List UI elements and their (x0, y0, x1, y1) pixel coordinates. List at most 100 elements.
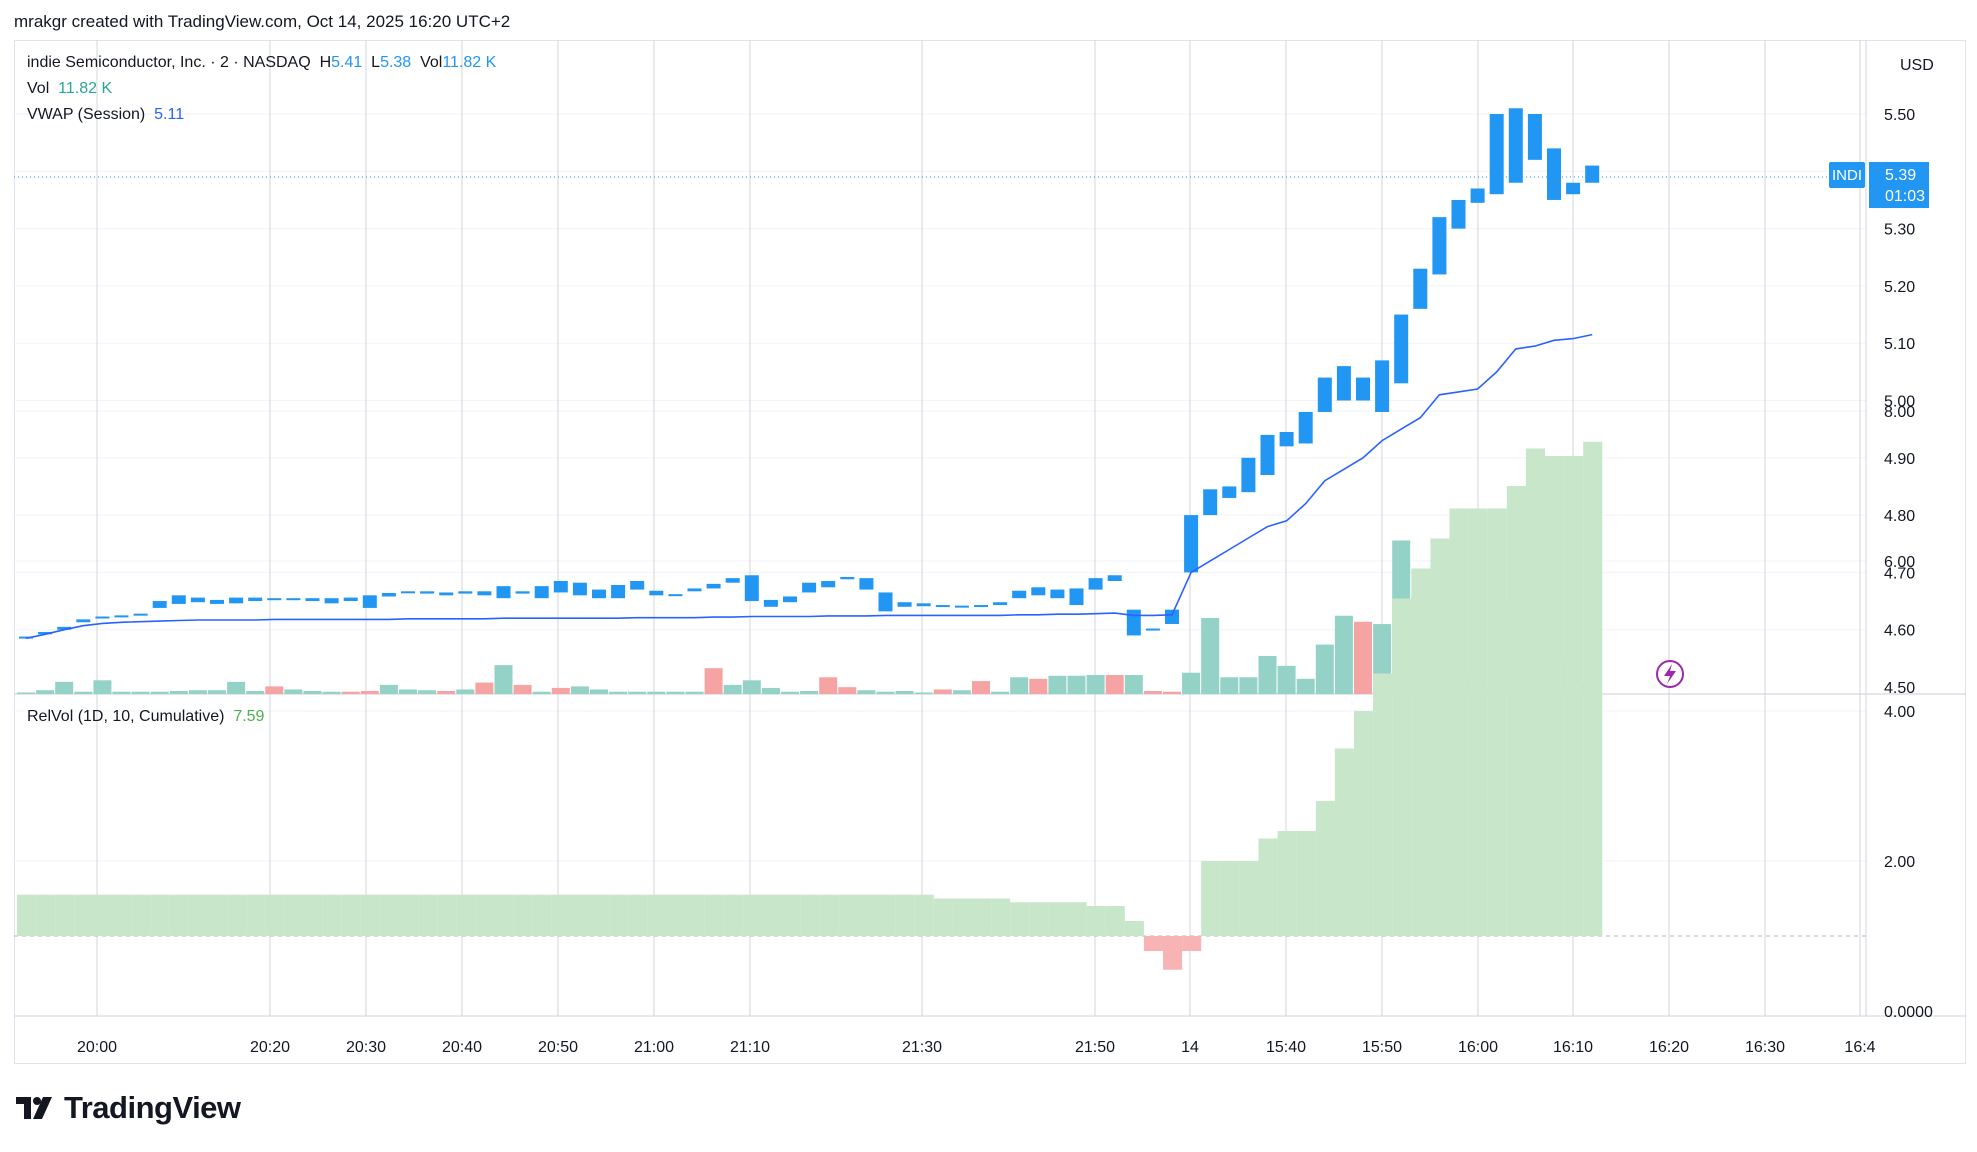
last-price-text: 5.39 (1885, 167, 1916, 184)
relvol-bar (991, 898, 1011, 936)
candle (1413, 268, 1428, 309)
candle (267, 598, 282, 601)
volume-bar (456, 689, 475, 694)
relvol-bar (1277, 831, 1297, 936)
candle (802, 582, 817, 593)
candle (592, 589, 606, 599)
volume-bar (1239, 677, 1258, 694)
relvol-tick-label: 6.00 (1884, 554, 1915, 571)
volume-bar (169, 690, 188, 694)
candle (916, 603, 931, 607)
candle (1547, 148, 1561, 200)
relvol-bar (819, 894, 839, 936)
relvol-bar (1105, 906, 1125, 936)
volume-bar (513, 684, 532, 694)
relvol-bar (647, 894, 667, 936)
time-tick-label: 16:20 (1649, 1039, 1689, 1056)
candle (1241, 457, 1256, 493)
candle (572, 582, 587, 596)
volume-bar (914, 692, 933, 694)
relvol-value: 7.59 (233, 708, 265, 725)
relvol-bar (1239, 861, 1259, 936)
candle (840, 576, 855, 580)
relvol-bar (551, 894, 571, 936)
candle (114, 615, 129, 618)
relvol-bar (1334, 748, 1354, 936)
chart-grid (14, 40, 1966, 1017)
candle (286, 598, 301, 601)
vwap-legend[interactable]: VWAP (Session) 5.11 (27, 106, 184, 124)
relvol-bar (112, 894, 132, 936)
relvol-bar (570, 894, 590, 936)
relvol-bar (1143, 936, 1163, 951)
candle (1145, 628, 1160, 631)
symbol-legend[interactable]: indie Semiconductor, Inc. · 2 · NASDAQ H… (27, 54, 496, 72)
vol-row-value: 11.82 K (58, 80, 113, 97)
time-tick-label: 15:50 (1362, 1039, 1402, 1056)
candle (974, 605, 988, 608)
volume-bar (360, 690, 379, 694)
relvol-legend[interactable]: RelVol (1D, 10, Cumulative) 7.59 (27, 708, 264, 726)
volume-bar (1354, 621, 1372, 694)
price-tick-label: 5.50 (1884, 107, 1915, 124)
relvol-bar (303, 894, 323, 936)
candle (1508, 108, 1523, 183)
candle (1126, 609, 1141, 636)
relvol-bar (1067, 902, 1087, 936)
relvol-bar (1315, 801, 1335, 936)
volume-bar (1105, 675, 1124, 694)
candle (1203, 489, 1218, 516)
volume-bar (112, 691, 131, 694)
relvol-bar (265, 894, 285, 936)
candle (57, 626, 72, 630)
relvol-bar (685, 894, 705, 936)
candle (1470, 188, 1485, 203)
price-tick-label: 4.50 (1884, 680, 1915, 697)
relvol-bar (399, 894, 419, 936)
candle (687, 588, 702, 592)
volume-bar (895, 690, 914, 694)
relvol-bar (1086, 906, 1106, 936)
candle (1394, 314, 1409, 384)
volume-bar (857, 690, 876, 694)
volume-bar (838, 687, 857, 694)
candle (630, 580, 645, 590)
candle (649, 590, 664, 596)
candle (477, 591, 492, 596)
candle (821, 580, 836, 588)
candle (1585, 165, 1600, 183)
candle (324, 598, 339, 604)
relvol-bar (761, 894, 781, 936)
chart-credit: mrakgr created with TradingView.com, Oct… (14, 12, 511, 31)
relvol-bar (74, 894, 94, 936)
relvol-bar (322, 894, 342, 936)
relvol-bar (1411, 568, 1431, 936)
time-tick-label: 14 (1181, 1039, 1199, 1056)
price-labels: INDI 5.39 01:03 (1656, 162, 1929, 688)
relvol-bars (17, 441, 1603, 970)
time-tick-label: 15:40 (1266, 1039, 1306, 1056)
relvol-bar (1545, 456, 1565, 936)
volume-value: 11.82 K (442, 54, 497, 71)
candle (553, 580, 568, 593)
relvol-bar (876, 894, 896, 936)
candle (725, 578, 740, 583)
high-value: 5.41 (331, 54, 363, 71)
volume-legend[interactable]: Vol 11.82 K (27, 80, 112, 98)
relvol-bar (169, 894, 189, 936)
volume-bar (1124, 675, 1143, 694)
time-tick-label: 16:00 (1458, 1039, 1498, 1056)
candle (439, 592, 454, 596)
volume-bar (933, 689, 952, 694)
tradingview-logo[interactable]: TradingView (16, 1090, 241, 1126)
relvol-bar (914, 894, 934, 936)
vol-row-label: Vol (27, 80, 50, 97)
candle (1432, 217, 1447, 275)
volume-bar (628, 691, 647, 694)
candle (878, 592, 893, 612)
time-tick-label: 20:20 (250, 1039, 290, 1056)
volume-bar (93, 680, 112, 694)
time-tick-label: 21:10 (730, 1039, 770, 1056)
chart-frame (14, 40, 1966, 1064)
